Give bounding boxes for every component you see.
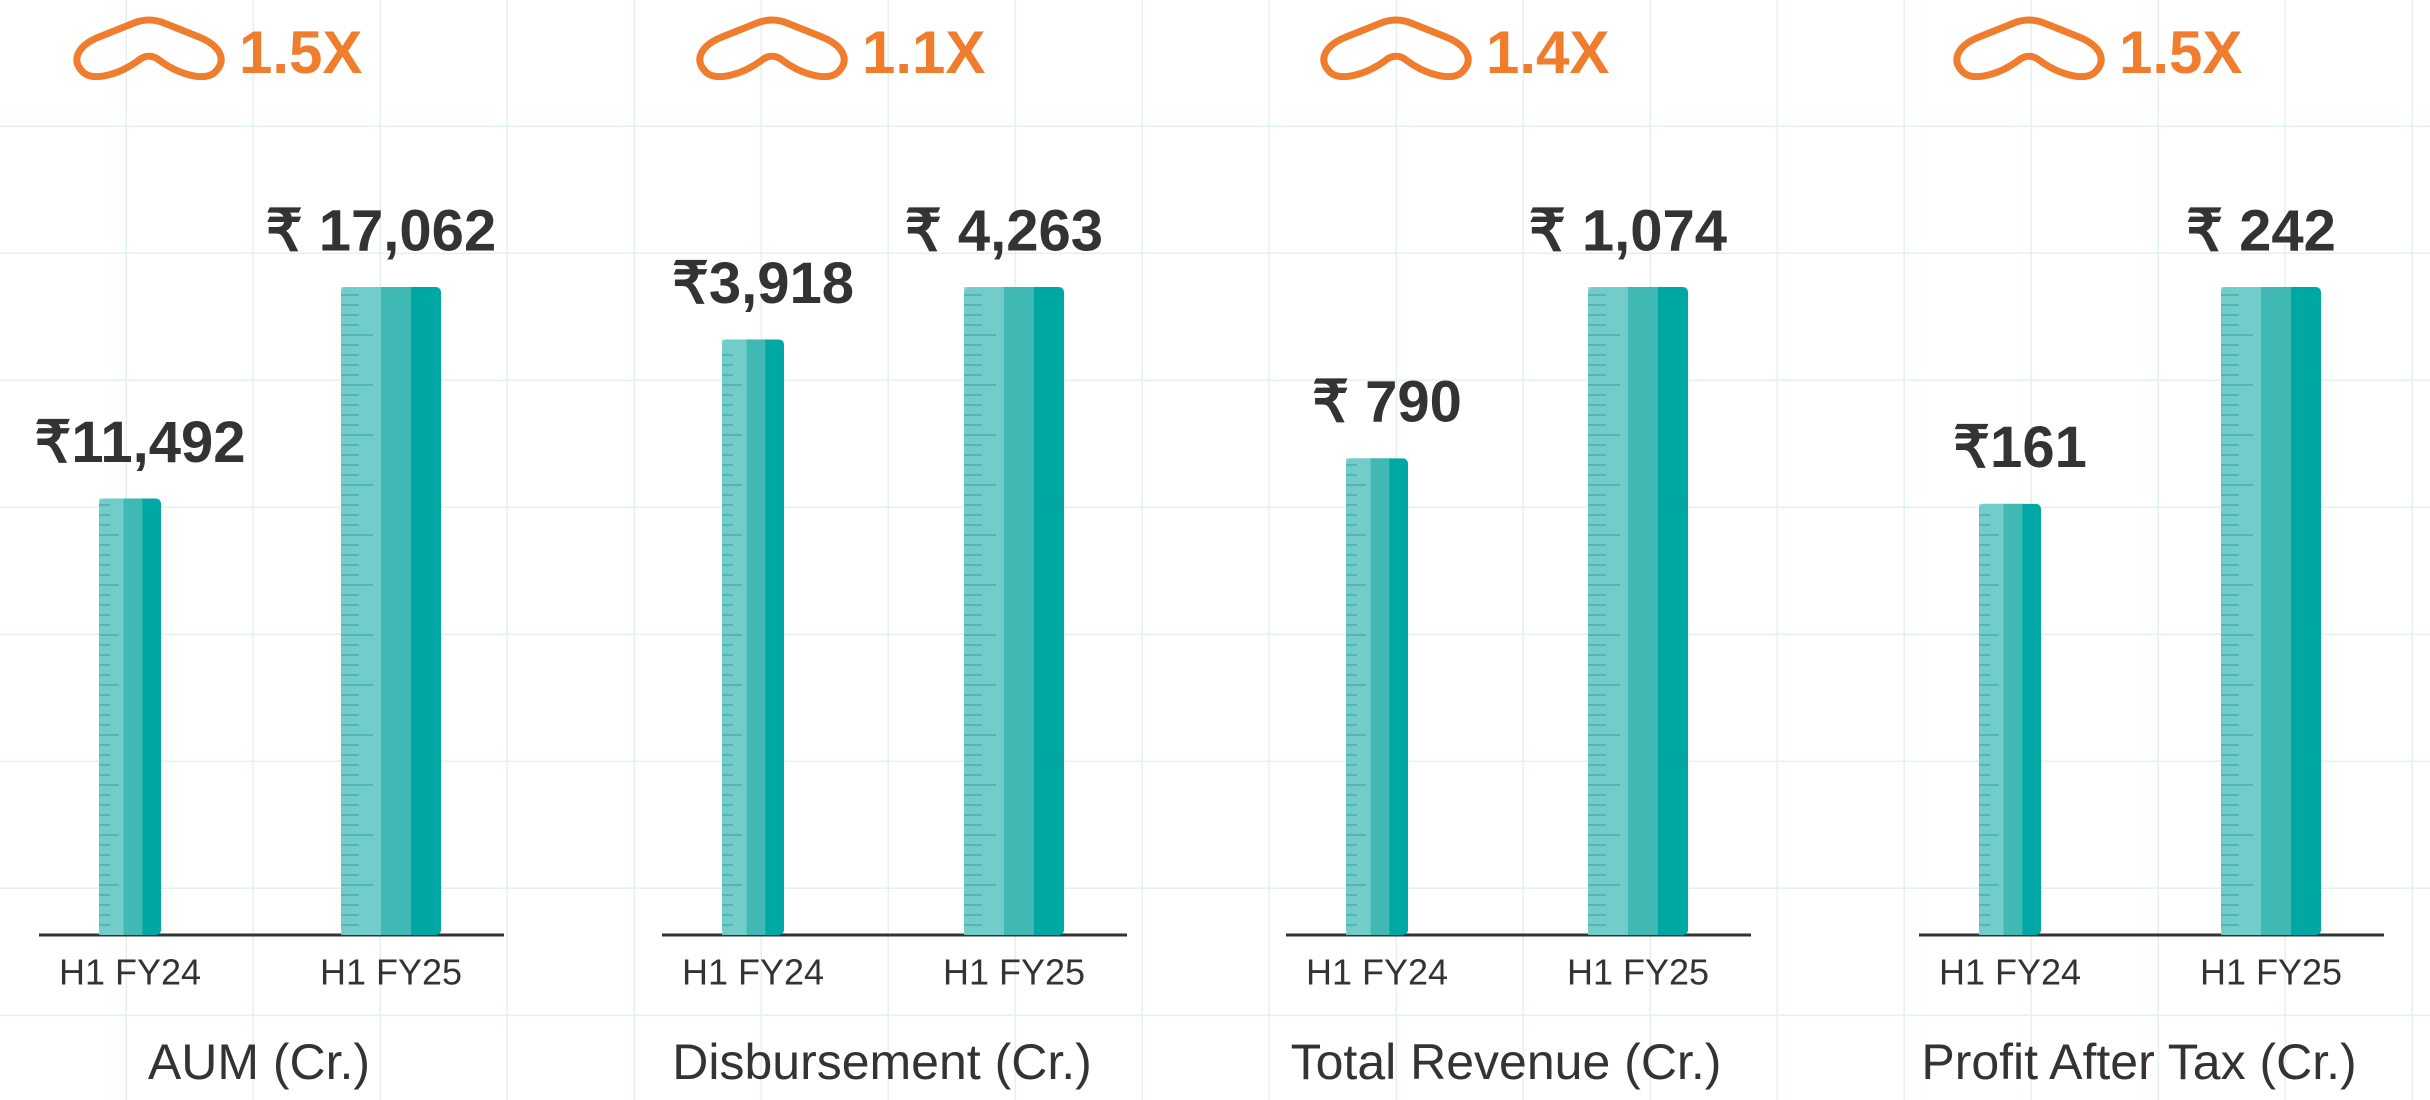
growth-label: 1.5X [239,19,362,86]
bar-group [1588,287,1688,935]
growth-label: 1.1X [862,19,985,86]
chart-title: AUM (Cr.) [148,1034,370,1090]
value-label: ₹ 242 [2186,198,2336,263]
category-label: H1 FY24 [59,952,201,993]
bar-highlight [99,499,124,935]
bar-group [722,339,784,935]
value-label: ₹ 17,062 [266,198,496,263]
bar-mid [747,339,766,935]
value-label: ₹3,918 [672,251,854,316]
infographic: 1.5X ₹11,492 H1 FY24 ₹ 17,062 H1 FY25 AUM (Cr… [0,0,2430,1100]
bar-mid [2261,287,2291,935]
category-label: H1 FY24 [1939,952,2081,993]
value-label: ₹161 [1953,415,2087,480]
bar-group [1346,458,1408,935]
chart-title: Disbursement (Cr.) [672,1034,1092,1090]
growth-label: 1.4X [1486,19,1609,86]
bar-mid [381,287,411,935]
bar-highlight [341,287,381,935]
chart-title: Profit After Tax (Cr.) [1921,1034,2356,1090]
bar-highlight [964,287,1004,935]
value-label: ₹ 1,074 [1529,198,1727,263]
bar-mid [1004,287,1034,935]
category-label: H1 FY24 [1306,952,1448,993]
bar-group [99,499,161,935]
value-label: ₹ 790 [1312,370,1462,435]
bar-group [341,287,441,935]
bar-group [1979,504,2041,935]
bar-highlight [2221,287,2261,935]
bar-highlight [1346,458,1371,935]
category-label: H1 FY24 [682,952,824,993]
bar-mid [1628,287,1658,935]
bar-mid [1371,458,1390,935]
bar-group [2221,287,2321,935]
value-label: ₹ 4,263 [905,198,1103,263]
bar-mid [124,499,143,935]
bar-mid [2004,504,2023,935]
bar-group [964,287,1064,935]
bar-highlight [1588,287,1628,935]
category-label: H1 FY25 [2200,952,2342,993]
category-label: H1 FY25 [1567,952,1709,993]
category-label: H1 FY25 [943,952,1085,993]
bar-highlight [1979,504,2004,935]
growth-label: 1.5X [2119,19,2242,86]
chart-title: Total Revenue (Cr.) [1291,1034,1722,1090]
category-label: H1 FY25 [320,952,462,993]
value-label: ₹11,492 [34,410,245,475]
bar-highlight [722,339,747,935]
